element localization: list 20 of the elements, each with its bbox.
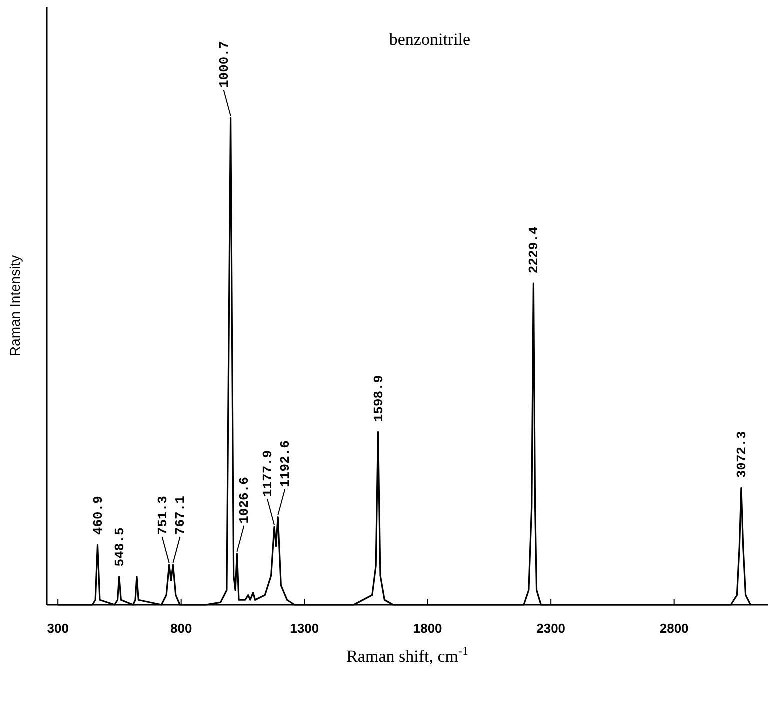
x-axis-title: Raman shift, cm$^{-1}$ (346, 644, 468, 666)
x-tick-label: 800 (170, 621, 192, 636)
x-tick-label: 2300 (536, 621, 566, 636)
x-tick-label: 2800 (660, 621, 689, 636)
y-axis-title: Raman Intensity (7, 255, 23, 357)
annotation: 1026.6 (237, 476, 252, 524)
annotation: 1598.9 (371, 375, 386, 422)
annotation: 3072.3 (734, 431, 750, 478)
chart-title: benzonitrile (389, 30, 471, 49)
annotation: 548.5 (112, 528, 128, 567)
x-tick-label: 1300 (290, 621, 320, 636)
annotation: 1000.7 (216, 41, 232, 88)
annotation: 767.1 (173, 496, 188, 536)
annotation: 460.9 (90, 496, 106, 536)
annotation: 2229.4 (526, 226, 542, 274)
annotation: 751.3 (155, 496, 170, 536)
annotation: 1177.9 (260, 450, 276, 498)
annotation: 1192.6 (278, 440, 294, 488)
x-tick-label: 300 (47, 621, 69, 636)
x-tick-label: 1800 (413, 621, 442, 636)
